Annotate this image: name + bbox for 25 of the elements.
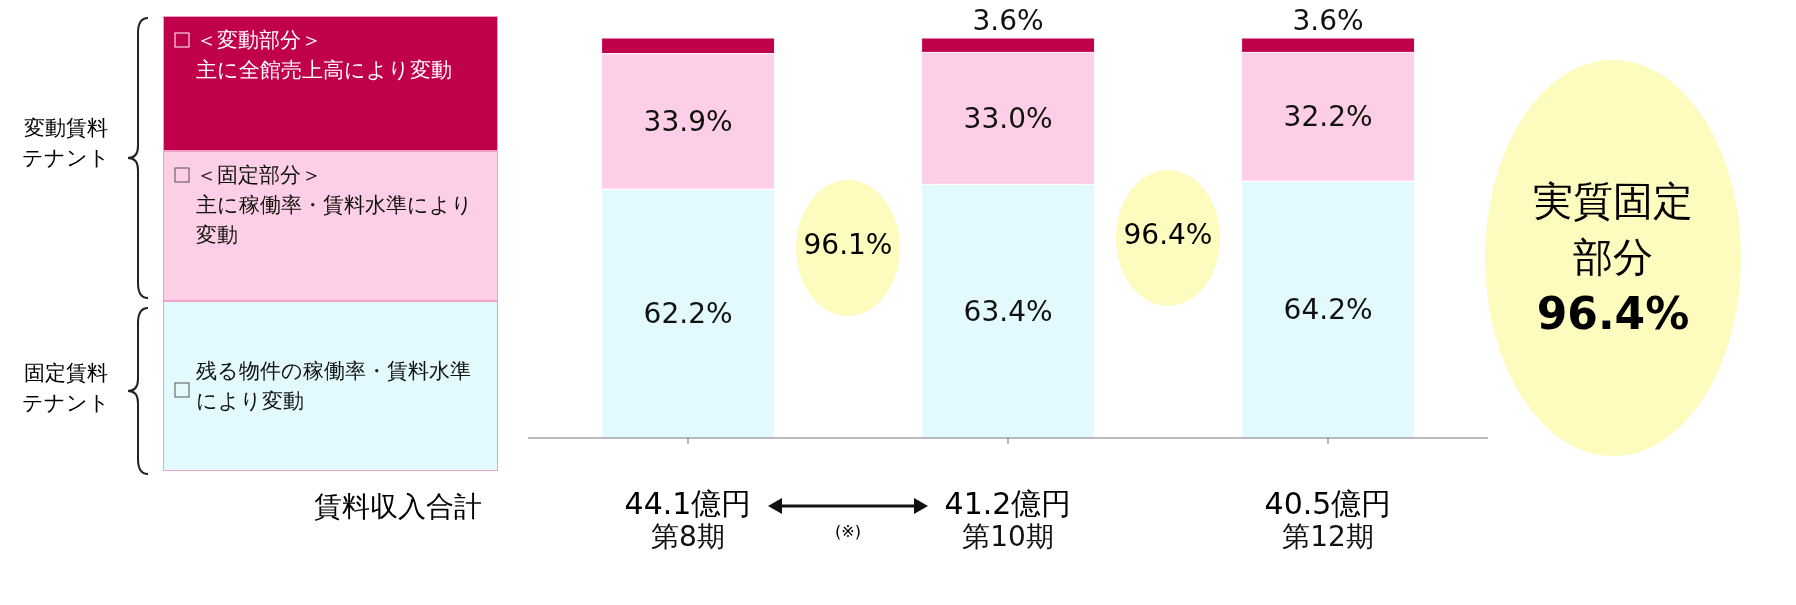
text: 44.1億円: [623, 485, 753, 523]
data-label: 64.2%: [1283, 293, 1373, 327]
text: 実質固定部分: [1532, 177, 1694, 282]
data-label: 32.2%: [1283, 100, 1373, 134]
x-tick-label: 第10期: [962, 520, 1054, 553]
legend-label: 残る物件の稼働率・賃料水準により変動: [196, 358, 472, 415]
data-label: 62.2%: [643, 297, 733, 331]
annotation: 96.4%: [1122, 218, 1214, 251]
data-label: 63.4%: [963, 294, 1053, 328]
text: (※): [834, 522, 862, 541]
legend-label: ＜変動部分＞主に全館売上高により変動: [196, 27, 452, 84]
text: 41.2億円: [943, 485, 1073, 523]
text: 40.5億円: [1263, 485, 1393, 523]
text: 賃料収入合計: [313, 489, 483, 525]
legend-label: ＜固定部分＞主に稼働率・賃料水準により変動: [196, 162, 474, 249]
annotation: 96.1%: [802, 228, 894, 261]
data-label: 33.0%: [963, 101, 1053, 135]
x-tick-label: 第8期: [651, 520, 725, 553]
text: 96.4%: [1535, 288, 1691, 339]
x-tick-label: 第12期: [1282, 520, 1374, 553]
data-label: 33.9%: [643, 104, 733, 138]
data-label: 3.6%: [972, 4, 1044, 37]
data-label: 3.6%: [1292, 4, 1364, 37]
text: 変動賃料テナント: [21, 115, 111, 172]
text: 固定賃料テナント: [21, 360, 111, 417]
